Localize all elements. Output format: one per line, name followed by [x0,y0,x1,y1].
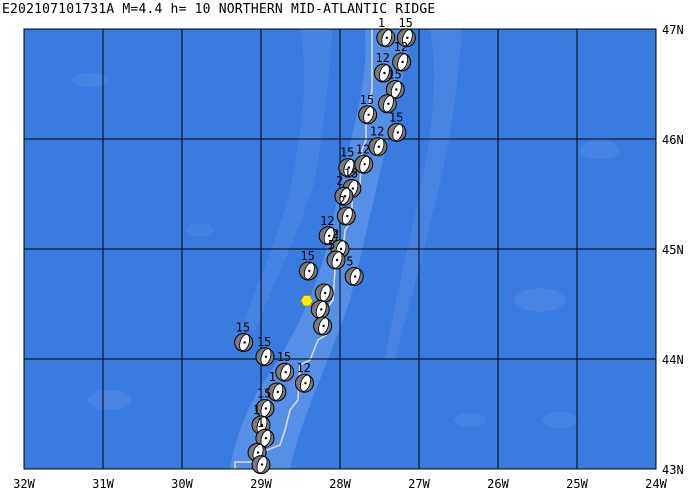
beachball-icon: 5 [326,238,346,270]
lon-tick-label: 26W [487,477,509,491]
event-depth-label: 15 [277,350,291,364]
event-depth-label: 12 [356,142,370,156]
lon-tick-label: 29W [250,477,272,491]
event-depth-label: 15 [340,146,354,160]
event-depth-label: 15 [360,93,374,107]
beachball-icon: 2 [334,174,354,206]
beachball-icon [310,300,330,319]
beachball-icon: 1 [267,370,287,402]
lon-tick-label: 25W [566,477,588,491]
beachball-icon: 12 [318,214,338,246]
beachball-icon: 15 [298,249,318,281]
beachball-icon: 1 [376,16,396,48]
beachball-icon: 12 [368,125,388,157]
beachball-icon: 2 [336,194,356,226]
graticule-grid [24,29,656,469]
lat-tick-label: 44N [662,353,684,367]
event-depth-label: 2 [336,174,343,188]
beachball-icon: 15 [385,68,405,99]
beachball-icon [314,283,334,303]
beachball-icon: 15 [396,16,416,48]
beachball-icon: 15 [275,350,295,382]
event-depth-label: 2 [332,227,339,241]
event-depth-label: 12 [370,125,384,139]
event-depth-label: 12 [296,361,310,375]
beachball-icon: 15 [255,335,275,367]
event-depth-label: 15 [389,110,403,124]
event-depth-label: 5 [346,255,353,269]
event-depth-label: 15 [300,249,314,263]
event-depth-label: 1 [378,16,385,30]
event-depth-label: 1 [253,403,260,417]
event-depth-label: 1 [257,416,264,430]
event-depth-label: 5 [328,238,335,252]
beachball-icon: 12 [294,361,314,393]
lat-tick-label: 45N [662,243,684,257]
event-depth-label: 15 [387,68,401,82]
beachball-icon: 15 [342,167,362,198]
lon-tick-label: 28W [329,477,351,491]
event-depth-label: 15 [257,387,271,401]
beachball-icon: 12 [392,40,412,72]
lon-tick-label: 30W [171,477,193,491]
map-frame [23,28,657,470]
beachball-icon: 1 [255,416,275,448]
event-depth-label: 1 [269,370,276,384]
beachball-icon [377,94,397,114]
beachball-icon: 15 [338,146,358,178]
beachball-icon: 15 [358,93,378,125]
event-depth-label: 15 [344,167,358,181]
main-event-marker-icon [300,295,314,307]
event-depth-label: 15 [236,321,250,335]
beachball-icon: 15 [234,321,254,352]
lon-tick-label: 27W [408,477,430,491]
event-depth-label: 12 [394,40,408,54]
lat-tick-label: 47N [662,23,684,37]
lon-tick-label: 24W [645,477,667,491]
beachball-icon: 12 [373,51,393,83]
map-title: E202107101731A M=4.4 h= 10 NORTHERN MID-… [2,2,436,17]
beachball-icon: 12 [354,142,374,174]
event-depth-label: 12 [320,214,334,228]
event-depth-label: 12 [375,51,389,65]
beachball-icon: 5 [344,255,364,286]
beachball-icon [313,316,333,336]
lat-tick-label: 46N [662,133,684,147]
lon-tick-label: 32W [13,477,35,491]
beachball-icon: 15 [387,110,407,142]
event-depth-label: 2 [338,194,345,208]
axis-labels: 32W 31W 30W 29W 28W 27W 26W 25W 24W 47N 46N 45N 44N 4… [13,23,684,491]
event-depth-label: 15 [398,16,412,30]
event-depth-label: 15 [257,335,271,349]
lat-tick-label: 43N [662,463,684,477]
beachball-icon [251,455,271,475]
beachball-icon: 15 [255,387,275,418]
lon-tick-label: 31W [92,477,114,491]
